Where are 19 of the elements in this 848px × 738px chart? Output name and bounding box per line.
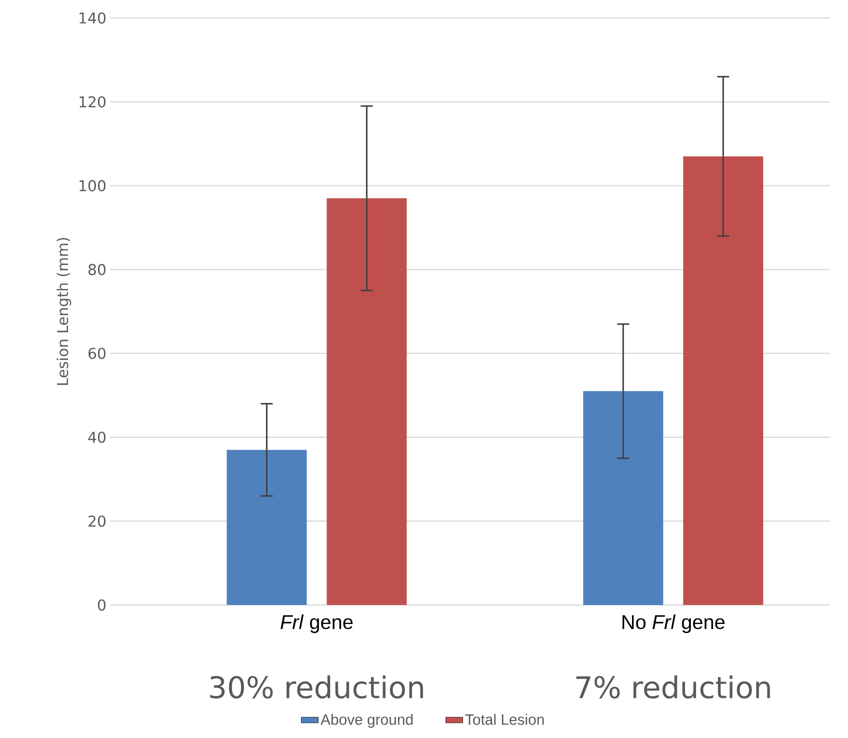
y-tick-label: 40 bbox=[88, 432, 106, 443]
bar bbox=[583, 391, 664, 605]
y-tick-label: 140 bbox=[80, 12, 106, 24]
bar bbox=[226, 450, 307, 605]
text: 7% reduction bbox=[576, 675, 770, 699]
x-tick-label: No Frl gene bbox=[622, 614, 725, 634]
legend-label: Total Lesion bbox=[465, 714, 544, 725]
x-tick-label: Frl gene bbox=[280, 614, 353, 634]
y-tick-label: 80 bbox=[88, 264, 106, 276]
y-axis-title: Lesion Length (mm) bbox=[56, 238, 72, 385]
y-tick-label: 0 bbox=[98, 599, 106, 611]
y-tick-label: 20 bbox=[88, 515, 106, 527]
y-tick-label: 120 bbox=[80, 96, 106, 108]
bar bbox=[326, 198, 407, 605]
y-tick-label: 100 bbox=[80, 180, 106, 192]
bar bbox=[683, 156, 764, 605]
y-tick-label: 60 bbox=[88, 348, 106, 360]
legend-label: Above ground bbox=[320, 714, 413, 728]
text: 30% reduction bbox=[210, 675, 423, 699]
